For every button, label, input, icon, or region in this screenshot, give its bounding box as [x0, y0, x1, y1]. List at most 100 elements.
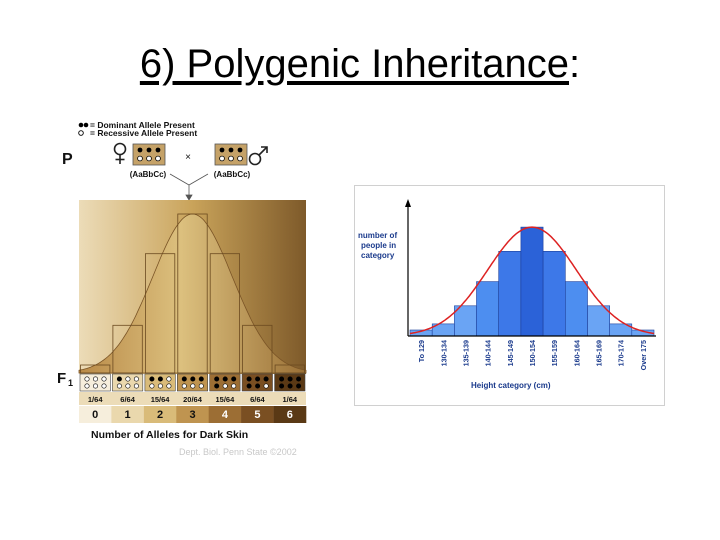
- allele-color-cell: [79, 406, 112, 423]
- fraction-label: 6/64: [120, 395, 135, 404]
- bar: [209, 253, 240, 374]
- recessive-dot-icon: [190, 383, 196, 389]
- parent-genotype-label: (AaBbCc): [130, 170, 167, 179]
- tick-label: 170-174: [617, 340, 626, 366]
- p-generation-label: P: [62, 151, 73, 168]
- parent-male: (AaBbCc): [214, 143, 268, 179]
- dominant-dot-icon: [190, 376, 196, 382]
- allele-color-cell: [208, 406, 242, 423]
- dominant-dot-icon: [149, 376, 155, 382]
- y-axis-label-line: number of: [358, 231, 397, 240]
- recessive-dot-icon: [84, 383, 90, 389]
- parent-female: (AaBbCc): [113, 142, 167, 179]
- recessive-dot-icon: [263, 383, 269, 389]
- dominant-dot-icon: [157, 376, 163, 382]
- bar: [112, 324, 143, 374]
- recessive-dot-icon: [125, 376, 131, 382]
- skin-color-figure: = Dominant Allele Present = Recessive Al…: [57, 120, 307, 457]
- credit-text: Dept. Biol. Penn State ©2002: [179, 447, 297, 457]
- y-axis-arrow-icon: [405, 199, 411, 207]
- legend-dominant-label: = Dominant Allele Present: [90, 120, 195, 130]
- fraction-label: 15/64: [216, 395, 236, 404]
- parent-genotype-box: [132, 143, 166, 166]
- tick-label: 160-164: [572, 340, 581, 366]
- dominant-dot-icon: [279, 376, 285, 382]
- recessive-dot-icon: [116, 383, 122, 389]
- fraction-label: 6/64: [250, 395, 265, 404]
- male-symbol-icon: [248, 152, 262, 166]
- recessive-dot-icon: [78, 130, 84, 136]
- dominant-dot-icon: [222, 376, 228, 382]
- bar: [242, 324, 273, 374]
- parent-genotype-box: [214, 143, 248, 166]
- tick-label: 140-144: [484, 340, 493, 366]
- height-distribution-chart: number of people in category To 129 130-1…: [354, 185, 665, 406]
- cross-symbol: ×: [185, 152, 191, 163]
- allele-count-label: 4: [222, 409, 229, 421]
- allele-color-cell: [176, 406, 209, 423]
- tick-label: Over 175: [639, 340, 648, 370]
- allele-count-label: 5: [254, 409, 260, 421]
- allele-count-label: 1: [125, 409, 131, 421]
- allele-count-label: 0: [92, 409, 98, 421]
- recessive-dot-icon: [149, 383, 155, 389]
- bars-group: [409, 226, 655, 337]
- fraction-labels: 1/64 6/64 15/64 20/64 15/64 6/64 1/64: [88, 395, 298, 404]
- dominant-dot-icon: [214, 383, 220, 389]
- recessive-dot-icon: [166, 383, 172, 389]
- allele-count-row: 0 1 2 3 4 5 6: [79, 406, 307, 423]
- dominant-dot-icon: [296, 376, 302, 382]
- legend: = Dominant Allele Present = Recessive Al…: [78, 120, 197, 138]
- allele-count-label: 6: [287, 409, 293, 421]
- recessive-dot-icon: [231, 383, 237, 389]
- dominant-dot-icon: [263, 376, 269, 382]
- recessive-dot-icon: [198, 383, 204, 389]
- dominant-dot-icon: [296, 383, 302, 389]
- dominant-dot-icon: [198, 376, 204, 382]
- tick-labels: To 129 130-134 135-139 140-144 145-149 150-15…: [417, 340, 648, 370]
- dominant-dot-icon: [255, 383, 261, 389]
- bar: [476, 281, 500, 337]
- recessive-dot-icon: [101, 383, 107, 389]
- dominant-dot-icon: [287, 383, 293, 389]
- recessive-dot-icon: [125, 383, 131, 389]
- fraction-label: 15/64: [151, 395, 171, 404]
- fraction-label: 20/64: [183, 395, 203, 404]
- bar: [542, 251, 566, 337]
- dominant-dot-icon: [246, 376, 252, 382]
- y-axis-label-line: people in: [361, 241, 396, 250]
- tick-label: 155-159: [550, 340, 559, 366]
- recessive-dot-icon: [181, 383, 187, 389]
- recessive-dot-icon: [222, 383, 228, 389]
- recessive-dot-icon: [157, 383, 163, 389]
- f1-generation-label: F: [57, 370, 66, 387]
- x-axis-label: Height category (cm): [471, 381, 551, 390]
- allele-color-cell: [111, 406, 145, 423]
- tick-label: 135-139: [462, 340, 471, 366]
- bar: [454, 305, 477, 337]
- dominant-dot-icon: [78, 122, 84, 128]
- slide-title-colon: :: [569, 42, 581, 86]
- dominant-dot-icon: [181, 376, 187, 382]
- recessive-dot-icon: [92, 383, 98, 389]
- dominant-dot-icon: [255, 376, 261, 382]
- recessive-dot-icon: [92, 376, 98, 382]
- bar: [145, 253, 176, 374]
- bar: [274, 364, 305, 374]
- allele-count-label: 3: [189, 409, 195, 421]
- slide-title-text: 6) Polygenic Inheritance: [139, 42, 569, 86]
- recessive-dot-icon: [101, 376, 107, 382]
- tick-label: 150-154: [528, 340, 537, 366]
- recessive-dot-icon: [133, 383, 139, 389]
- tick-label: 145-149: [506, 340, 515, 366]
- dominant-dot-icon: [231, 376, 237, 382]
- dominant-dot-icon: [246, 383, 252, 389]
- f1-genotype-row: [79, 373, 306, 392]
- cross-arrows: [169, 173, 209, 201]
- y-axis-label-line: category: [361, 251, 395, 260]
- left-x-axis-label: Number of Alleles for Dark Skin: [91, 429, 248, 441]
- recessive-dot-icon: [133, 376, 139, 382]
- dominant-dot-icon: [279, 383, 285, 389]
- bar: [520, 226, 544, 337]
- bars-group: [80, 213, 305, 374]
